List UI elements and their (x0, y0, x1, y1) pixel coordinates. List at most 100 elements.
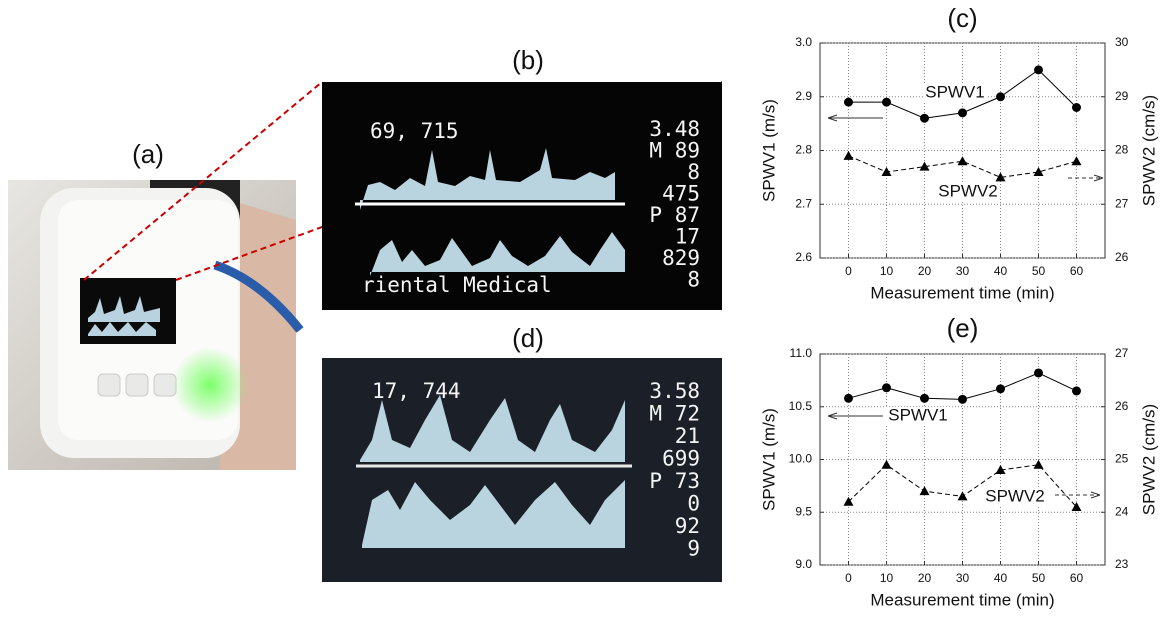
marker (844, 393, 853, 403)
marker (919, 161, 930, 171)
screen-text: 9 (687, 537, 700, 561)
label-bg (983, 488, 1047, 506)
screen-text: 17, 744 (372, 379, 461, 403)
panel-label: (a) (132, 139, 164, 169)
marker (996, 92, 1005, 102)
x-tick-label: 50 (1032, 571, 1046, 585)
screen-text: 17 (675, 225, 700, 249)
screen-text: 3.48 (649, 117, 700, 141)
waveform (370, 232, 625, 276)
y2-tick-label: 27 (1115, 196, 1129, 210)
screen-text: riental Medical (362, 273, 552, 297)
arrow-head (827, 412, 838, 420)
y2-tick-label: 26 (1115, 250, 1129, 264)
y2-tick-label: 28 (1115, 143, 1129, 157)
screen-text: 475 (662, 182, 700, 206)
x-tick-label: 40 (994, 264, 1008, 278)
panel-label: (b) (512, 45, 544, 75)
marker (844, 97, 853, 107)
marker (843, 150, 854, 160)
x-tick-label: 10 (880, 571, 894, 585)
screen-text: P 87 (649, 203, 700, 227)
marker (1033, 459, 1044, 469)
waveform (360, 148, 615, 210)
screen-text: 69, 715 (370, 119, 459, 143)
y-tick-label: 3.0 (795, 35, 812, 49)
series-label: SPWV2 (985, 486, 1045, 505)
marker (1034, 368, 1043, 378)
y-tick-label: 9.0 (795, 557, 812, 571)
y2-tick-label: 30 (1115, 35, 1129, 49)
y-tick-label: 10.5 (789, 399, 813, 413)
chart-title: (e) (947, 313, 979, 343)
series-label: SPWV2 (938, 181, 998, 200)
zoom-line (83, 81, 323, 281)
x-tick-label: 30 (956, 264, 970, 278)
arrow-head (827, 114, 838, 122)
marker (920, 393, 929, 403)
marker (958, 108, 967, 118)
screen-text: 3.58 (649, 379, 700, 403)
y-axis-label: SPWV1 (m/s) (759, 99, 778, 202)
device-photo (8, 180, 304, 470)
marker (957, 491, 968, 501)
marker (920, 113, 929, 123)
screen-text: 0 (687, 492, 700, 516)
y-tick-label: 2.9 (795, 89, 812, 103)
marker (882, 97, 891, 107)
marker (995, 172, 1006, 182)
marker (843, 496, 854, 506)
marker (882, 383, 891, 393)
x-tick-label: 10 (880, 264, 894, 278)
y-tick-label: 10.0 (789, 452, 813, 466)
x-tick-label: 60 (1070, 571, 1084, 585)
label-bg (936, 183, 1000, 201)
screen-text: 8 (687, 160, 700, 184)
y2-tick-label: 25 (1115, 452, 1129, 466)
y-tick-label: 2.7 (795, 196, 812, 210)
chart-title: (c) (947, 3, 977, 33)
marker (995, 465, 1006, 475)
y2-tick-label: 24 (1115, 504, 1129, 518)
y-axis-label: SPWV1 (m/s) (759, 408, 778, 511)
y2-tick-label: 23 (1115, 557, 1129, 571)
screen-text: 8 (687, 268, 700, 292)
marker (957, 156, 968, 166)
panel-label: (d) (512, 323, 544, 353)
x-tick-label: 0 (845, 264, 852, 278)
y2-tick-label: 26 (1115, 399, 1129, 413)
marker (996, 384, 1005, 394)
y-tick-label: 9.5 (795, 504, 812, 518)
x-tick-label: 20 (918, 264, 932, 278)
screen-text: P 73 (649, 469, 700, 493)
marker (1071, 156, 1082, 166)
x-tick-label: 60 (1070, 264, 1084, 278)
y2-tick-label: 29 (1115, 89, 1129, 103)
x-tick-label: 40 (994, 571, 1008, 585)
x-axis-label: Measurement time (min) (870, 283, 1054, 302)
series-label: SPWV1 (888, 405, 948, 424)
y2-axis-label: SPWV2 (cm/s) (1139, 404, 1158, 515)
marker (1072, 103, 1081, 112)
screen-text: M 89 (649, 139, 700, 163)
y2-tick-label: 27 (1115, 346, 1129, 360)
marker (881, 459, 892, 469)
marker (919, 486, 930, 496)
screen-text: 829 (662, 246, 700, 270)
y-tick-label: 2.6 (795, 250, 812, 264)
arrow-head (1093, 174, 1104, 182)
waveform (360, 395, 625, 462)
x-tick-label: 30 (956, 571, 970, 585)
x-tick-label: 20 (918, 571, 932, 585)
screen-text: 699 (662, 447, 700, 471)
screen-text: 21 (675, 424, 700, 448)
label-bg (923, 84, 987, 102)
y2-axis-label: SPWV2 (cm/s) (1139, 95, 1158, 206)
x-axis-label: Measurement time (min) (870, 590, 1054, 609)
marker (1071, 501, 1082, 511)
screen-text: 92 (675, 514, 700, 538)
marker (958, 394, 967, 404)
